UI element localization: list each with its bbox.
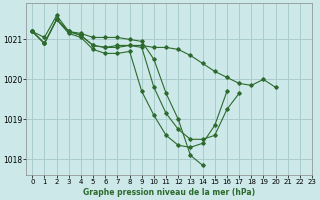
X-axis label: Graphe pression niveau de la mer (hPa): Graphe pression niveau de la mer (hPa) — [83, 188, 255, 197]
